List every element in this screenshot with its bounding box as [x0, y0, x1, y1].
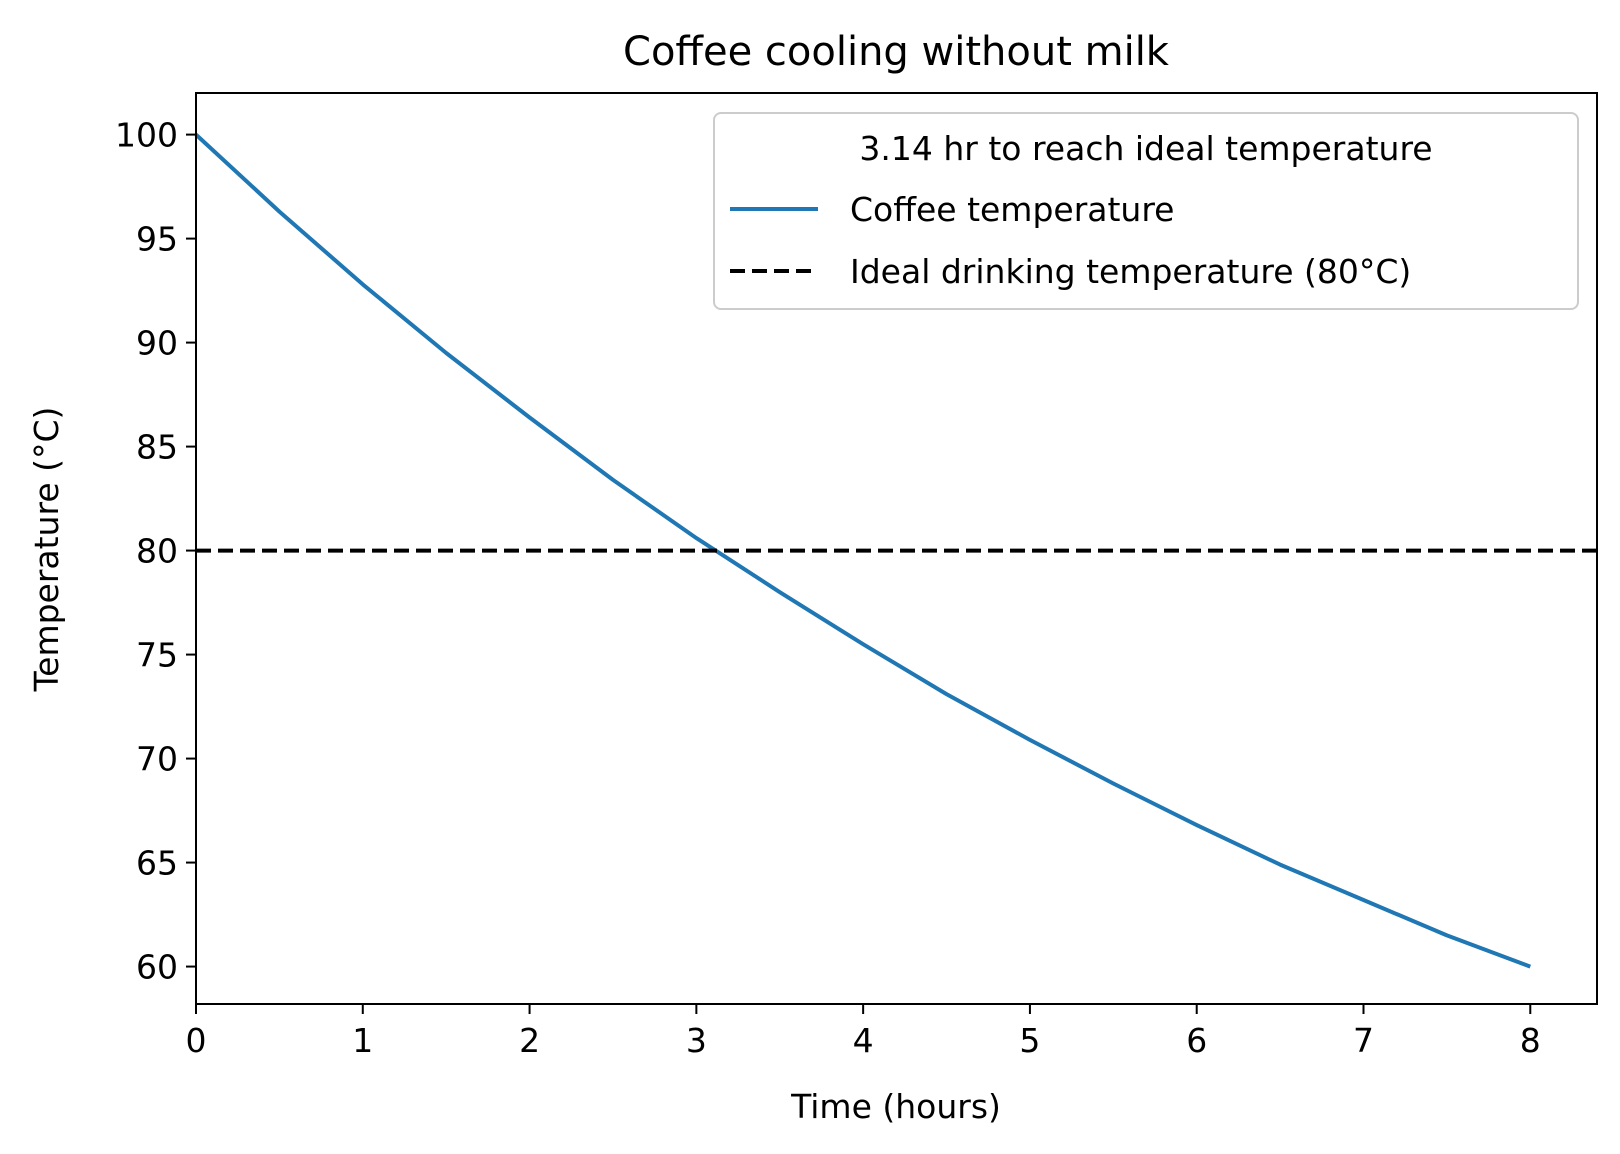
y-tick-label: 100: [115, 116, 178, 155]
x-axis-label: Time (hours): [790, 1087, 1001, 1126]
plot-frame: [195, 92, 1598, 1005]
x-tick-label: 0: [186, 1021, 207, 1060]
x-tick-label: 7: [1353, 1021, 1374, 1060]
y-tick-label: 60: [136, 948, 178, 987]
x-tick-label: 1: [352, 1021, 373, 1060]
x-tick-label: 3: [686, 1021, 707, 1060]
legend-label-coffee-temperature: Coffee temperature: [850, 190, 1175, 229]
axis-ticks: 0 1 2 3 4 5 6 7 8 60 65 70 75 80 85 90 95 100: [115, 116, 1541, 1060]
legend-label-ideal-temperature: Ideal drinking temperature (80°C): [850, 252, 1411, 291]
y-tick-label: 80: [136, 532, 178, 571]
plot-area: [194, 133, 1597, 969]
y-tick-label: 65: [136, 844, 178, 883]
y-tick-label: 90: [136, 324, 178, 363]
y-axis-label: Temperature (°C): [27, 407, 66, 693]
y-tick-label: 75: [136, 636, 178, 675]
x-tick-label: 5: [1019, 1021, 1040, 1060]
x-tick-label: 6: [1186, 1021, 1207, 1060]
y-tick-label: 70: [136, 740, 178, 779]
x-tick-label: 4: [853, 1021, 874, 1060]
x-tick-label: 2: [519, 1021, 540, 1060]
series-coffee-temperature-line: [194, 133, 1532, 969]
chart-title: Coffee cooling without milk: [623, 29, 1170, 75]
x-tick-label: 8: [1520, 1021, 1541, 1060]
legend-box: [713, 112, 1579, 310]
legend: 3.14 hr to reach ideal temperature Coffe…: [713, 112, 1579, 310]
y-tick-label: 95: [136, 220, 178, 259]
legend-title: 3.14 hr to reach ideal temperature: [859, 129, 1432, 168]
y-tick-label: 85: [136, 428, 178, 467]
